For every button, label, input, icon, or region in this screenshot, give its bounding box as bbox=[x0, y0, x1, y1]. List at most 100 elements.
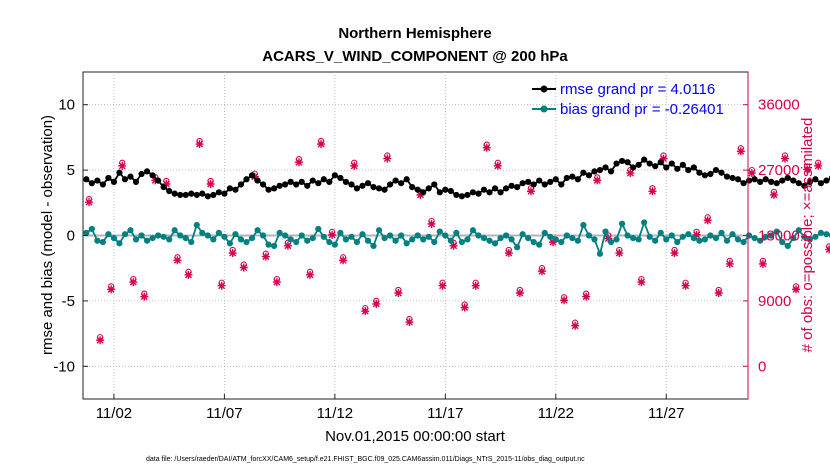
bias-point bbox=[475, 232, 482, 239]
bias-point bbox=[398, 232, 405, 239]
rmse-point bbox=[254, 177, 261, 184]
obs-assimilated-marker bbox=[85, 198, 94, 207]
obs-assimilated-marker bbox=[814, 161, 823, 170]
bias-point bbox=[149, 235, 156, 242]
bias-point bbox=[536, 241, 543, 248]
rmse-point bbox=[425, 185, 432, 192]
rmse-point bbox=[663, 164, 670, 171]
rmse-point bbox=[453, 191, 460, 199]
bias-point bbox=[618, 220, 626, 227]
x-tick-label: 11/12 bbox=[317, 405, 353, 422]
bias-point bbox=[105, 231, 112, 238]
rmse-point bbox=[652, 163, 659, 170]
rmse-point bbox=[370, 184, 377, 191]
bias-point bbox=[530, 238, 537, 246]
bias-point bbox=[83, 229, 90, 236]
obs-assimilated-marker bbox=[560, 296, 569, 305]
rmse-point bbox=[442, 186, 449, 193]
rmse-point bbox=[337, 174, 344, 182]
rmse-point bbox=[276, 182, 283, 189]
obs-assimilated-marker bbox=[637, 278, 646, 287]
bias-point bbox=[679, 233, 686, 240]
obs-assimilated-marker bbox=[239, 263, 248, 272]
bias-point bbox=[99, 238, 106, 246]
bias-point bbox=[155, 232, 162, 239]
rmse-point bbox=[304, 182, 311, 189]
rmse-point bbox=[558, 181, 565, 188]
bias-point bbox=[315, 225, 322, 233]
bias-point bbox=[304, 237, 311, 244]
bias-point bbox=[734, 236, 742, 243]
rmse-point bbox=[746, 177, 753, 184]
bias-point bbox=[657, 229, 664, 236]
y-tick-label: 10 bbox=[58, 97, 75, 114]
obs-assimilated-marker bbox=[184, 270, 193, 279]
rmse-point bbox=[237, 181, 245, 188]
rmse-point bbox=[817, 180, 825, 187]
rmse-point bbox=[607, 168, 615, 175]
bias-point bbox=[569, 235, 576, 242]
obs-assimilated-marker bbox=[593, 176, 602, 185]
rmse-point bbox=[630, 164, 637, 171]
rmse-point bbox=[287, 178, 294, 185]
obs-assimilated-marker bbox=[582, 292, 591, 301]
bias-point bbox=[607, 238, 615, 246]
bias-point bbox=[685, 231, 692, 238]
rmse-point bbox=[232, 186, 239, 193]
bias-point bbox=[480, 235, 488, 242]
rmse-point bbox=[171, 190, 178, 197]
rmse-point bbox=[409, 184, 416, 191]
obs-assimilated-marker bbox=[648, 187, 657, 196]
bias-point bbox=[447, 237, 454, 244]
bias-point bbox=[331, 241, 338, 248]
bias-point bbox=[502, 232, 510, 239]
rmse-point bbox=[591, 168, 598, 175]
obs-assimilated-marker bbox=[537, 267, 546, 276]
bias-point bbox=[773, 228, 780, 235]
legend-rmse-label: rmse grand pr = 4.0116 bbox=[560, 81, 715, 98]
bias-point bbox=[823, 231, 830, 238]
rmse-point bbox=[624, 159, 631, 166]
rmse-point bbox=[265, 186, 272, 193]
bias-point bbox=[652, 237, 659, 244]
bias-point bbox=[381, 235, 388, 242]
rmse-point bbox=[293, 181, 300, 188]
bias-point bbox=[718, 229, 725, 236]
obs-assimilated-marker bbox=[792, 285, 801, 294]
bias-point bbox=[668, 232, 675, 239]
bias-point bbox=[259, 232, 267, 239]
obs-assimilated-marker bbox=[173, 256, 182, 265]
rmse-point bbox=[166, 187, 173, 195]
rmse-point bbox=[690, 164, 697, 171]
obs-assimilated-marker bbox=[747, 169, 756, 178]
bias-point bbox=[88, 225, 95, 233]
bias-point bbox=[425, 233, 432, 240]
rmse-point bbox=[381, 186, 388, 193]
obs-assimilated-marker bbox=[449, 241, 458, 250]
bias-point bbox=[464, 236, 471, 243]
rmse-point bbox=[248, 172, 256, 179]
bias-point bbox=[812, 233, 819, 240]
bias-point bbox=[563, 232, 570, 239]
obs-assimilated-marker bbox=[306, 270, 315, 279]
rmse-point bbox=[375, 185, 383, 192]
obs-assimilated-marker bbox=[670, 249, 679, 258]
y2-tick-label: 18000 bbox=[758, 228, 800, 245]
bias-point bbox=[514, 244, 521, 251]
obs-assimilated-marker bbox=[758, 259, 767, 268]
bias-point bbox=[309, 235, 316, 242]
obs-assimilated-marker bbox=[438, 281, 447, 290]
rmse-point bbox=[348, 181, 355, 188]
bias-point bbox=[293, 238, 300, 246]
bias-point bbox=[171, 227, 178, 234]
obs-assimilated-marker bbox=[515, 289, 524, 297]
obs-assimilated-marker bbox=[681, 281, 690, 290]
rmse-point bbox=[502, 185, 510, 192]
rmse-point bbox=[469, 189, 477, 196]
x-tick-label: 11/27 bbox=[648, 405, 684, 422]
bias-point bbox=[248, 235, 256, 242]
obs-assimilated-marker bbox=[118, 161, 127, 170]
legend: rmse grand pr = 4.0116 bias grand pr = -… bbox=[532, 81, 724, 118]
bias-point bbox=[215, 229, 222, 236]
bias-point bbox=[226, 240, 234, 247]
